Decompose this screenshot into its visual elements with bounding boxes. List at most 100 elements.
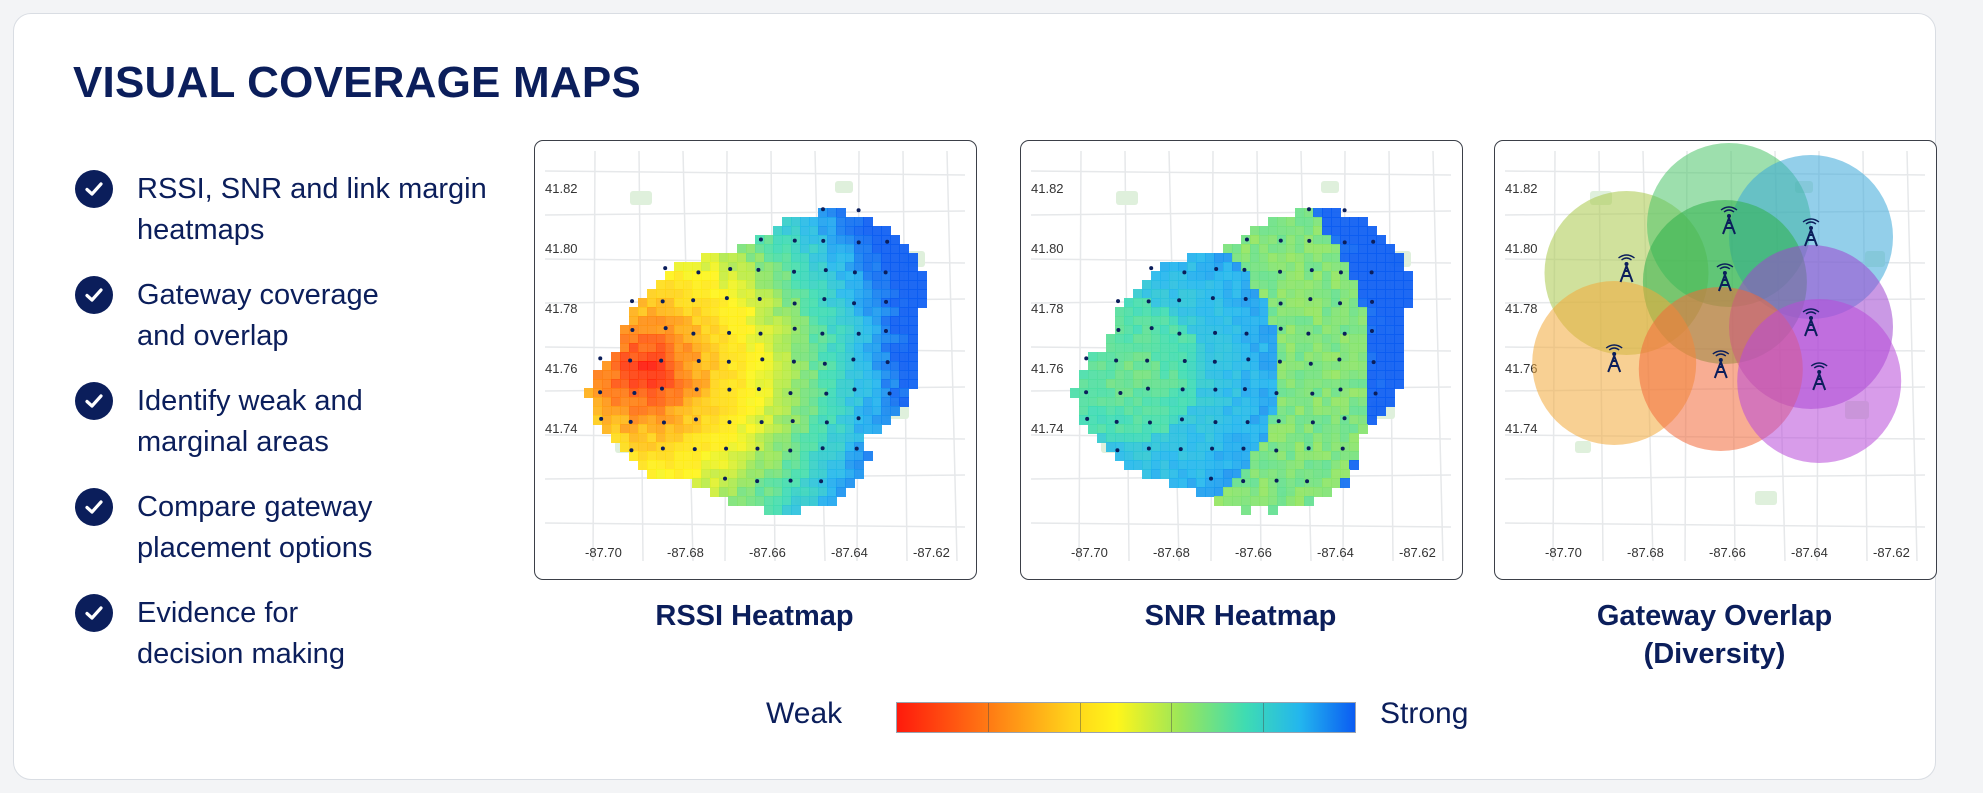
measurement-point [1245,420,1250,425]
measurement-point [1278,238,1283,243]
measurement-point [659,386,664,391]
x-tick-label: -87.70 [1071,545,1108,560]
gateway-tower-icon [1618,254,1635,283]
list-item: Gateway coverage and overlap [75,270,515,376]
measurement-point [727,387,732,392]
measurement-point [630,327,635,332]
x-tick-label: -87.66 [1709,545,1746,560]
measurement-point [696,358,701,363]
measurement-points [598,207,892,484]
measurement-point [792,269,797,274]
gateway-tower-icon [1720,206,1738,235]
measurement-point [1276,419,1281,424]
measurement-point [598,356,603,361]
list-item-line: decision making [137,638,345,670]
checkmark-icon [75,488,113,526]
x-tick-label: -87.64 [831,545,868,560]
x-tick-label: -87.70 [585,545,622,560]
y-tick-label: 41.76 [1505,361,1538,376]
measurement-point [1371,360,1376,365]
coverage-circles [1532,143,1902,463]
feature-list: RSSI, SNR and link margin heatmaps Gatewa… [75,164,515,694]
measurement-point [1114,358,1119,363]
x-tick-label: -87.70 [1545,545,1582,560]
x-tick-label: -87.64 [1791,545,1828,560]
measurement-point [856,208,861,213]
x-tick-label: -87.68 [1627,545,1664,560]
list-item-line: Compare gateway [137,491,373,523]
measurement-point [724,446,729,451]
measurement-point [723,476,728,481]
measurement-point [1369,270,1374,275]
measurement-point [1145,386,1150,391]
measurement-point [758,237,763,242]
list-item: Evidence for decision making [75,588,515,694]
measurement-point [1278,269,1283,274]
list-item-line: Gateway coverage [137,279,379,311]
measurement-point [1212,359,1217,364]
measurement-point [824,420,829,425]
measurement-point [1306,207,1311,212]
y-tick-label: 41.76 [1031,361,1064,376]
y-tick-label: 41.82 [1031,181,1064,196]
measurement-point [1278,301,1283,306]
measurement-point [856,416,861,421]
measurement-point [628,419,633,424]
heatmap-cells [1070,208,1413,515]
measurement-point [1342,416,1347,421]
measurement-point [1338,270,1343,275]
list-item-line: and overlap [137,320,289,352]
measurement-point [822,297,827,302]
measurement-point [755,479,760,484]
measurement-point [760,357,765,362]
measurement-point [1337,357,1342,362]
y-tick-label: 41.80 [1031,241,1064,256]
y-tick-label: 41.74 [545,421,578,436]
measurement-point [885,239,890,244]
measurement-point [1306,446,1311,451]
snr-heatmap-plot: 41.82 41.80 41.78 41.76 41.74 -87.70 -87.68 -87… [1030,150,1452,562]
measurement-point [792,301,797,306]
measurement-point [1213,330,1218,335]
y-tick-label: 41.78 [545,301,578,316]
legend-weak-label: Weak [766,697,843,730]
measurement-point [820,207,825,212]
measurement-point [1338,301,1343,306]
measurement-point [1209,476,1214,481]
measurement-point [632,390,637,395]
measurement-point [663,326,668,331]
measurement-point [726,359,731,364]
measurement-point [1242,387,1247,392]
gateway-tower-icon [1802,218,1820,247]
rssi-heatmap-panel: 41.82 41.80 41.78 41.76 41.74 -87.70 -87.68 -87… [534,140,977,580]
measurement-point [883,328,888,333]
measurement-point [820,331,825,336]
measurement-point [1241,479,1246,484]
list-item-line: heatmaps [137,214,265,246]
measurement-point [694,387,699,392]
list-item-line: Evidence for [137,597,299,629]
x-tick-label: -87.62 [913,545,950,560]
list-item-line: placement options [137,532,373,564]
measurement-point [756,387,761,392]
measurement-point [1177,331,1182,336]
measurement-point [692,447,697,452]
measurement-point [1114,419,1119,424]
list-item: Identify weak and marginal areas [75,376,515,482]
measurement-point [1338,387,1343,392]
measurement-point [819,479,824,484]
measurement-point [629,448,634,453]
measurement-point [1214,266,1219,271]
gateway-tower-icon [1716,263,1734,292]
measurement-point [1180,387,1185,392]
measurement-points [1084,207,1378,484]
measurement-point [630,299,635,304]
checkmark-icon [75,594,113,632]
measurement-point [824,391,829,396]
y-tick-label: 41.78 [1031,301,1064,316]
measurement-point [1145,358,1150,363]
measurement-point [1146,299,1151,304]
measurement-point [1115,448,1120,453]
gateway-tower-icon [1802,308,1820,337]
measurement-point [1244,331,1249,336]
